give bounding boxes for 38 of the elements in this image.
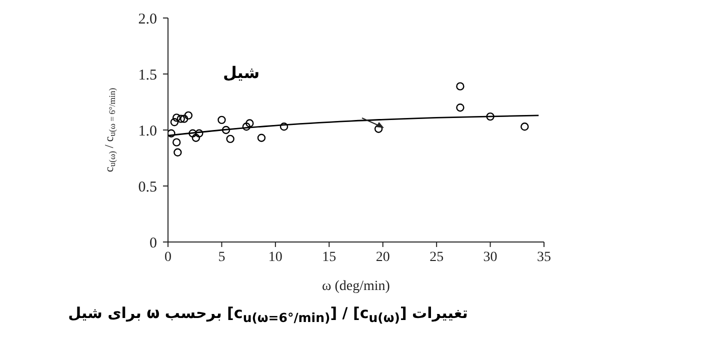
point [226,134,234,144]
point [257,134,266,142]
point [456,82,464,90]
point [280,122,288,131]
point [242,122,251,131]
point [246,119,254,128]
y-tick-label: 1.5 [138,67,157,84]
y-tick-label: 1.0 [138,123,157,140]
point [180,114,188,123]
point [195,129,204,138]
x-tick-label: 30 [483,250,498,265]
point [168,129,176,138]
point [222,126,230,134]
x-tick-label: 25 [430,250,444,265]
x-tick-label: 10 [268,250,282,265]
point [192,134,200,142]
x-tick-label: 0 [164,250,172,265]
point [170,118,179,126]
x-tick-label: 5 [218,250,226,265]
point [486,112,494,121]
point [184,111,193,120]
y-tick-label: 2.0 [138,11,157,28]
y-tick-label: 0.5 [138,179,157,196]
annotation: شیل [223,63,260,82]
point [174,148,182,156]
y-tick-label: 0 [150,235,157,252]
point [520,122,529,131]
x-tick-label: 15 [322,250,336,265]
point [218,116,226,124]
point [374,124,383,133]
x-tick-label: 35 [537,250,551,265]
point [176,114,185,123]
point [172,114,181,122]
point [456,104,464,112]
point [188,129,197,138]
x-axis-title: ω (deg/min) [322,279,390,294]
point [172,138,181,146]
x-tick-label: 20 [376,250,390,265]
